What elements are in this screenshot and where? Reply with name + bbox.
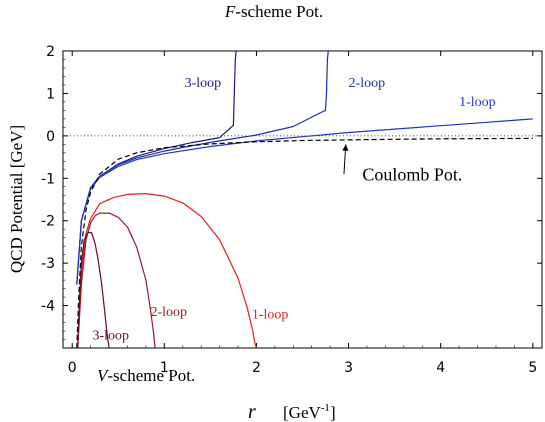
y-tick-label: -2 bbox=[41, 214, 55, 230]
bottom-scheme-label: V-scheme Pot. bbox=[97, 366, 195, 385]
coulomb-arrow-head bbox=[342, 144, 349, 151]
x-tick-label: 1 bbox=[160, 360, 169, 376]
series-line-v-4 bbox=[77, 193, 257, 349]
series-label-coulomb-3: Coulomb Pot. bbox=[362, 164, 462, 184]
x-tick-label: 5 bbox=[528, 360, 537, 376]
y-tick-label: -1 bbox=[41, 171, 55, 187]
y-axis-label: QCD Potential [GeV] bbox=[7, 125, 26, 273]
y-tick-label: -4 bbox=[41, 299, 55, 315]
x-tick-label: 0 bbox=[68, 360, 77, 376]
y-tick-label: 1 bbox=[46, 86, 55, 102]
series-label-v-4: 1-loop bbox=[252, 307, 289, 322]
series-label-v-5: 2-loop bbox=[151, 305, 188, 320]
series-label-v-6: 3-loop bbox=[92, 329, 129, 344]
series-line-v-5 bbox=[77, 212, 156, 349]
x-tick-label: 3 bbox=[344, 360, 353, 376]
y-tick-label: 0 bbox=[46, 129, 55, 145]
x-tick-label: 2 bbox=[252, 360, 261, 376]
x-axis-label: r bbox=[248, 401, 256, 422]
y-tick-label: 2 bbox=[46, 44, 55, 60]
series-line-v-6 bbox=[77, 232, 110, 349]
x-tick-label: 4 bbox=[436, 360, 445, 376]
series-label-f-1: 2-loop bbox=[349, 76, 386, 91]
series-label-f-2: 1-loop bbox=[459, 95, 496, 110]
x-axis-unit: [GeV-1] bbox=[283, 402, 336, 422]
plot-frame bbox=[62, 50, 543, 349]
chart-title: F-scheme Pot. bbox=[224, 2, 323, 21]
y-tick-label: -3 bbox=[41, 256, 55, 272]
series-label-f-0: 3-loop bbox=[185, 76, 222, 91]
series-line-f-2 bbox=[76, 118, 533, 285]
series-line-coulomb-3 bbox=[76, 137, 533, 349]
